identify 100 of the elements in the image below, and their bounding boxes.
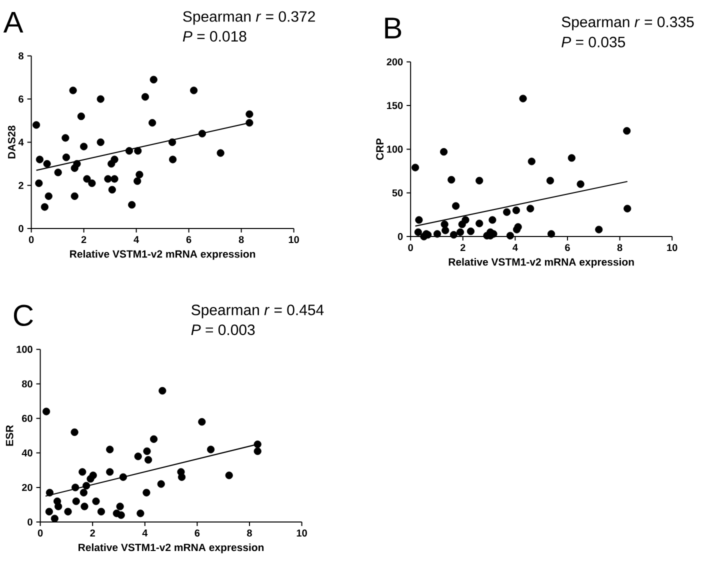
point [36,156,44,164]
point [80,502,88,510]
point [142,488,150,496]
point [476,220,484,228]
y-tick-label: 80 [22,380,32,388]
point [54,168,62,176]
x-tick-label: 10 [288,236,299,244]
point [44,192,52,200]
y-tick-label: 6 [18,96,24,103]
point [110,175,118,183]
point [46,488,54,496]
point [420,232,428,240]
point [150,76,158,84]
point [568,154,576,162]
point [190,86,198,94]
y-tick-label: 50 [392,189,403,196]
point [512,206,520,214]
point [412,164,420,172]
point [80,488,88,496]
point [136,510,144,518]
point [526,204,534,212]
x-tick-label: 4 [134,236,140,243]
point [476,176,484,184]
point [136,170,144,178]
point [519,94,527,102]
point [128,201,136,209]
y-tick-label: 20 [22,484,32,492]
y-tick-label: 2 [18,182,24,189]
x-axis-title: Relative VSTM1-v2 mRNA expression [448,258,634,268]
x-tick-label: 6 [186,236,192,244]
point [40,203,48,211]
point [178,473,186,481]
text: Spearman r = 0.372 [183,11,315,25]
point [546,176,554,184]
point [448,176,456,184]
point [116,502,124,510]
x-tick-label: 4 [142,530,148,536]
y-axis-title: DAS28 [8,126,16,158]
point [125,147,134,155]
point [216,149,224,157]
point [117,511,125,519]
point [72,484,80,492]
point [450,231,458,239]
point [415,216,423,224]
x-tick-label: 0 [408,244,413,252]
point [246,110,254,118]
point [97,508,106,516]
y-axis-title: ESR [6,425,14,446]
point [89,472,97,480]
point [198,418,206,426]
point [514,223,522,231]
text: P = 0.018 [182,31,246,42]
point [442,226,450,234]
point [110,156,118,164]
point [83,175,91,183]
point [134,177,142,185]
point [80,142,88,150]
x-tick-label: 8 [238,236,244,244]
point [73,160,81,168]
x-axis-title: Relative VSTM1-v2 mRNA expression [78,543,264,554]
point [254,447,262,456]
point [158,387,166,395]
point [225,472,233,480]
point [466,228,475,236]
y-tick-label: 8 [18,52,24,60]
point [144,456,152,464]
y-tick-label: 4 [18,138,24,146]
y-tick-label: 0 [18,225,24,232]
point [595,226,603,234]
y-tick-label: 0 [28,518,32,526]
point [70,428,78,436]
x-tick-label: 10 [296,530,307,537]
point [134,452,142,460]
point [42,408,50,416]
point [254,440,262,448]
y-tick-label: 200 [386,58,403,66]
point [169,156,177,164]
x-tick-label: 8 [617,244,622,252]
point [72,498,80,506]
point [623,127,631,135]
point [150,435,158,443]
point [547,230,556,238]
point [108,186,116,194]
text: P = 0.035 [562,36,626,48]
x-tick-label: 2 [460,244,466,252]
point [198,130,206,138]
point [62,134,70,142]
text: Spearman r = 0.335 [562,16,694,30]
x-tick-label: 0 [38,530,43,537]
point [70,192,78,200]
y-tick-label: 100 [16,346,32,353]
point [82,482,90,490]
point [62,154,70,162]
x-axis-title: Relative VSTM1-v2 mRNA expression [70,250,256,260]
point [54,502,62,510]
point [106,468,114,476]
point [32,121,40,129]
point [96,138,104,146]
point [462,216,470,224]
text: P = 0.003 [191,324,255,336]
